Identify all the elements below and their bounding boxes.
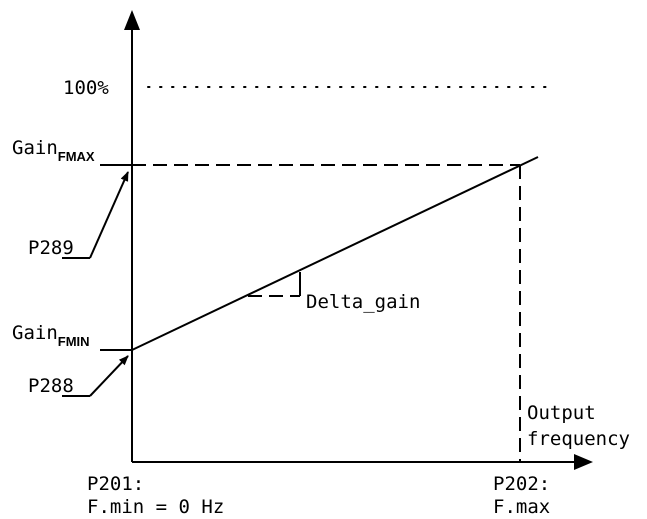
p288-leader-arrow	[89, 355, 129, 397]
output-frequency-label-line2: frequency	[527, 428, 630, 450]
p201-label: P201:	[87, 473, 144, 495]
y-axis-arrowhead	[124, 10, 140, 30]
p202-label: P202:	[493, 473, 550, 495]
output-frequency-label-line1: Output	[527, 402, 596, 424]
p201-fmin-label: F.min = 0 Hz	[87, 496, 224, 518]
hundred-percent-label: 100%	[63, 77, 109, 99]
p289-label: P289	[28, 237, 74, 259]
p289-leader-arrow	[89, 171, 129, 259]
gain-fmax-label: GainFMAX	[12, 137, 95, 164]
gain-line	[131, 156, 539, 351]
p288-label: P288	[28, 375, 74, 397]
delta-gain-label: Delta_gain	[306, 291, 420, 313]
x-axis-arrowhead	[574, 454, 593, 470]
gain-fmin-label: GainFMIN	[12, 322, 90, 349]
p202-fmax-label: F.max	[493, 496, 550, 518]
